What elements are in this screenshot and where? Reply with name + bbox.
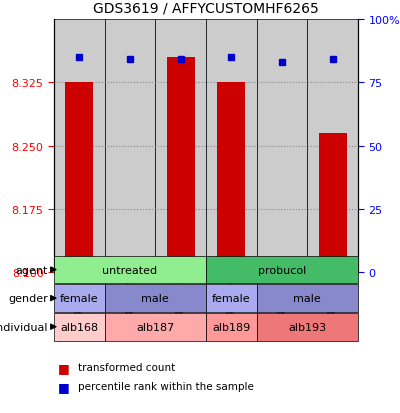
Bar xyxy=(206,313,257,341)
Text: gender: gender xyxy=(8,293,48,304)
Text: probucol: probucol xyxy=(258,265,306,275)
Bar xyxy=(268,260,296,273)
Bar xyxy=(105,313,206,341)
Text: ■: ■ xyxy=(58,380,70,393)
Bar xyxy=(155,20,206,273)
Bar xyxy=(116,264,144,273)
Bar xyxy=(206,256,358,284)
Text: alb168: alb168 xyxy=(60,322,98,332)
Text: male: male xyxy=(142,293,169,304)
Bar xyxy=(257,313,358,341)
Bar xyxy=(65,83,93,273)
Bar xyxy=(105,20,155,273)
Bar xyxy=(206,20,257,273)
Text: female: female xyxy=(60,293,99,304)
Bar xyxy=(105,285,206,312)
Title: GDS3619 / AFFYCUSTOMHF6265: GDS3619 / AFFYCUSTOMHF6265 xyxy=(93,2,319,16)
Bar xyxy=(206,285,257,312)
Text: percentile rank within the sample: percentile rank within the sample xyxy=(78,381,254,391)
Bar xyxy=(257,285,358,312)
Text: untreated: untreated xyxy=(102,265,158,275)
Text: female: female xyxy=(212,293,251,304)
Bar xyxy=(54,20,105,273)
Bar xyxy=(319,133,346,273)
Text: alb189: alb189 xyxy=(212,322,250,332)
Text: individual: individual xyxy=(0,322,48,332)
Text: transformed count: transformed count xyxy=(78,363,175,373)
Text: agent: agent xyxy=(16,265,48,275)
Bar xyxy=(257,20,307,273)
Bar xyxy=(218,83,245,273)
Bar xyxy=(54,256,206,284)
Bar xyxy=(54,313,105,341)
Text: ■: ■ xyxy=(58,361,70,374)
Text: alb193: alb193 xyxy=(288,322,326,332)
Text: male: male xyxy=(294,293,321,304)
Bar xyxy=(54,285,105,312)
Text: alb187: alb187 xyxy=(136,322,174,332)
Bar xyxy=(167,58,194,273)
Bar xyxy=(307,20,358,273)
